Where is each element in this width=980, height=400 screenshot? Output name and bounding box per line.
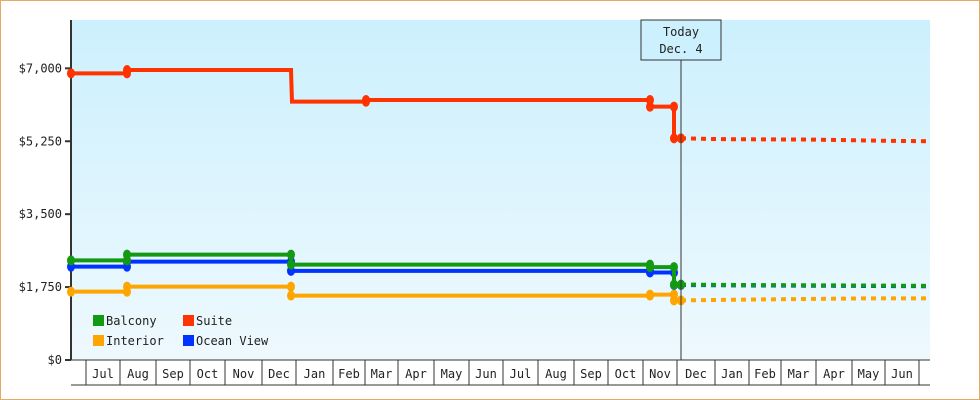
x-tick-label: Oct bbox=[197, 367, 219, 381]
legend-swatch-balcony bbox=[93, 315, 104, 326]
data-point-balcony bbox=[123, 249, 131, 260]
today-label-box bbox=[640, 19, 722, 61]
data-point-suite bbox=[670, 133, 678, 144]
x-tick-label: May bbox=[441, 367, 463, 381]
x-tick-label: Sep bbox=[580, 367, 602, 381]
x-tick-label: Oct bbox=[615, 367, 637, 381]
today-date: Dec. 4 bbox=[659, 42, 702, 56]
plot-area bbox=[71, 20, 930, 360]
y-tick-label: $5,250 bbox=[19, 134, 62, 148]
series-interior-projection bbox=[680, 296, 930, 303]
series-suite-projection bbox=[680, 136, 931, 144]
x-tick-label: Feb bbox=[338, 367, 360, 381]
data-point-balcony bbox=[646, 262, 654, 273]
x-tick-label: Jun bbox=[475, 367, 497, 381]
data-point-suite bbox=[670, 101, 678, 112]
x-axis: Jul Aug Sep Oct Nov Dec Jan Feb Mar Apr May Jun Jul A… bbox=[70, 359, 930, 386]
legend-label-suite: Suite bbox=[196, 314, 232, 328]
legend-label-balcony: Balcony bbox=[106, 314, 157, 328]
data-point-balcony bbox=[670, 262, 678, 273]
y-tick-label: $3,500 bbox=[19, 207, 62, 221]
x-tick-label: Jan bbox=[304, 367, 326, 381]
data-point-interior bbox=[67, 286, 75, 297]
legend-label-ocean-view: Ocean View bbox=[196, 334, 269, 348]
x-tick-label: Aug bbox=[545, 367, 567, 381]
x-tick-label: Apr bbox=[405, 367, 427, 381]
x-tick-label: Feb bbox=[754, 367, 776, 381]
x-tick-label: Jun bbox=[891, 367, 913, 381]
legend-swatch-interior bbox=[93, 335, 104, 346]
data-point-interior bbox=[670, 295, 678, 306]
x-tick-label: Nov bbox=[649, 367, 671, 381]
x-tick-label: Jul bbox=[92, 367, 114, 381]
x-tick-label: Jan bbox=[721, 367, 743, 381]
x-tick-label: Mar bbox=[371, 367, 393, 381]
legend-swatch-ocean-view bbox=[183, 335, 194, 346]
data-point-suite bbox=[646, 101, 654, 112]
data-point-suite bbox=[123, 65, 131, 75]
data-point-suite bbox=[67, 68, 75, 79]
data-point-interior bbox=[287, 281, 295, 292]
series-lines bbox=[67, 65, 931, 306]
x-tick-label: Aug bbox=[127, 367, 149, 381]
x-tick-label: Sep bbox=[162, 367, 184, 381]
x-tick-label: Apr bbox=[823, 367, 845, 381]
x-tick-label: Jul bbox=[510, 367, 532, 381]
x-tick-label: Nov bbox=[233, 367, 255, 381]
data-point-balcony bbox=[670, 279, 678, 290]
data-point-interior bbox=[646, 289, 654, 300]
x-tick-label: May bbox=[858, 367, 880, 381]
y-axis: $0 $1,750 $3,500 $5,250 $7,000 bbox=[19, 20, 72, 367]
data-point-balcony bbox=[287, 249, 295, 260]
x-tick-label: Dec bbox=[268, 367, 290, 381]
x-tick-label: Dec bbox=[685, 367, 707, 381]
data-point-suite bbox=[362, 95, 370, 105]
legend: Balcony Suite Interior Ocean View bbox=[93, 314, 269, 348]
series-balcony-projection bbox=[680, 282, 931, 288]
today-marker: Today Dec. 4 bbox=[640, 19, 722, 360]
data-point-interior bbox=[287, 290, 295, 301]
data-point-balcony bbox=[67, 255, 75, 266]
today-label: Today bbox=[663, 25, 699, 39]
y-tick-label: $0 bbox=[48, 353, 62, 367]
y-tick-label: $7,000 bbox=[19, 61, 62, 75]
data-point-balcony bbox=[287, 259, 295, 270]
y-tick-label: $1,750 bbox=[19, 280, 62, 294]
legend-swatch-suite bbox=[183, 315, 194, 326]
x-tick-label: Mar bbox=[788, 367, 810, 381]
legend-label-interior: Interior bbox=[106, 334, 164, 348]
data-point-interior bbox=[123, 281, 131, 292]
